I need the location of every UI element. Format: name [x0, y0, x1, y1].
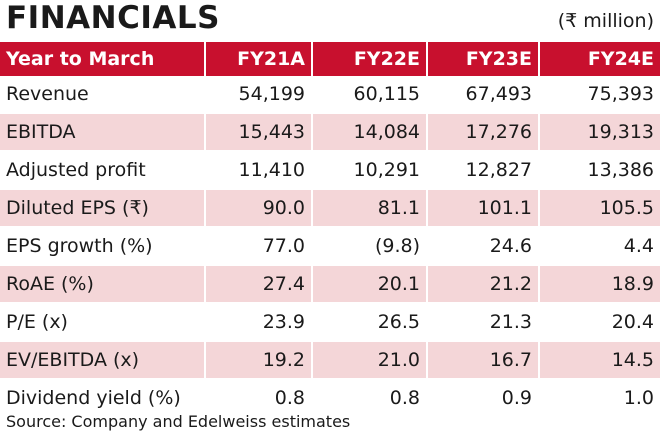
table-cell: 1.0: [539, 379, 660, 418]
table-cell: 20.4: [539, 303, 660, 342]
table-row: Adjusted profit 11,410 10,291 12,827 13,…: [0, 151, 660, 190]
column-header: Year to March: [0, 42, 206, 76]
row-label: Diluted EPS (₹): [0, 189, 206, 228]
table-cell: 23.9: [205, 303, 313, 342]
table-cell: 101.1: [427, 189, 540, 228]
table-cell: 15,443: [205, 113, 313, 152]
column-header: FY22E: [312, 42, 428, 76]
row-label: Dividend yield (%): [0, 379, 206, 418]
row-label: P/E (x): [0, 303, 206, 342]
table-cell: 19.2: [205, 341, 313, 380]
table-cell: 17,276: [427, 113, 540, 152]
table-cell: 18.9: [539, 265, 660, 304]
table-cell: 26.5: [312, 303, 428, 342]
row-label: EV/EBITDA (x): [0, 341, 206, 380]
row-label: Adjusted profit: [0, 151, 206, 190]
row-label: RoAE (%): [0, 265, 206, 304]
table-cell: 10,291: [312, 151, 428, 190]
table-cell: 11,410: [205, 151, 313, 190]
table-cell: 20.1: [312, 265, 428, 304]
table-cell: 75,393: [539, 76, 660, 114]
table-row: Diluted EPS (₹) 90.0 81.1 101.1 105.5: [0, 189, 660, 228]
table-cell: 27.4: [205, 265, 313, 304]
table-cell: 21.3: [427, 303, 540, 342]
table-row: EPS growth (%) 77.0 (9.8) 24.6 4.4: [0, 227, 660, 266]
table-cell: 19,313: [539, 113, 660, 152]
table-cell: 14,084: [312, 113, 428, 152]
table-cell: 60,115: [312, 76, 428, 114]
table-cell: 105.5: [539, 189, 660, 228]
table-cell: 0.8: [312, 379, 428, 418]
financials-table: Year to March FY21A FY22E FY23E FY24E Re…: [0, 42, 660, 418]
table-cell: (9.8): [312, 227, 428, 266]
row-label: EBITDA: [0, 113, 206, 152]
table-cell: 24.6: [427, 227, 540, 266]
table-row: Dividend yield (%) 0.8 0.8 0.9 1.0: [0, 379, 660, 418]
table-cell: 21.0: [312, 341, 428, 380]
table-cell: 16.7: [427, 341, 540, 380]
column-header: FY21A: [205, 42, 313, 76]
title-row: FINANCIALS (₹ million): [0, 0, 660, 42]
row-label: EPS growth (%): [0, 227, 206, 266]
source-note: Source: Company and Edelweiss estimates: [6, 412, 351, 431]
table-cell: 0.9: [427, 379, 540, 418]
page-title: FINANCIALS: [6, 0, 220, 36]
table-row: P/E (x) 23.9 26.5 21.3 20.4: [0, 303, 660, 342]
table-header-row: Year to March FY21A FY22E FY23E FY24E: [0, 42, 660, 76]
column-header: FY23E: [427, 42, 540, 76]
table-cell: 14.5: [539, 341, 660, 380]
column-header: FY24E: [539, 42, 660, 76]
row-label: Revenue: [0, 76, 206, 114]
table-row: EBITDA 15,443 14,084 17,276 19,313: [0, 113, 660, 152]
table-cell: 0.8: [205, 379, 313, 418]
table-row: EV/EBITDA (x) 19.2 21.0 16.7 14.5: [0, 341, 660, 380]
table-cell: 67,493: [427, 76, 540, 114]
table-cell: 21.2: [427, 265, 540, 304]
table-cell: 54,199: [205, 76, 313, 114]
unit-label: (₹ million): [557, 10, 654, 32]
table-row: Revenue 54,199 60,115 67,493 75,393: [0, 76, 660, 114]
table-cell: 90.0: [205, 189, 313, 228]
table-row: RoAE (%) 27.4 20.1 21.2 18.9: [0, 265, 660, 304]
table-cell: 77.0: [205, 227, 313, 266]
table-cell: 12,827: [427, 151, 540, 190]
table-cell: 81.1: [312, 189, 428, 228]
table-cell: 4.4: [539, 227, 660, 266]
table-cell: 13,386: [539, 151, 660, 190]
